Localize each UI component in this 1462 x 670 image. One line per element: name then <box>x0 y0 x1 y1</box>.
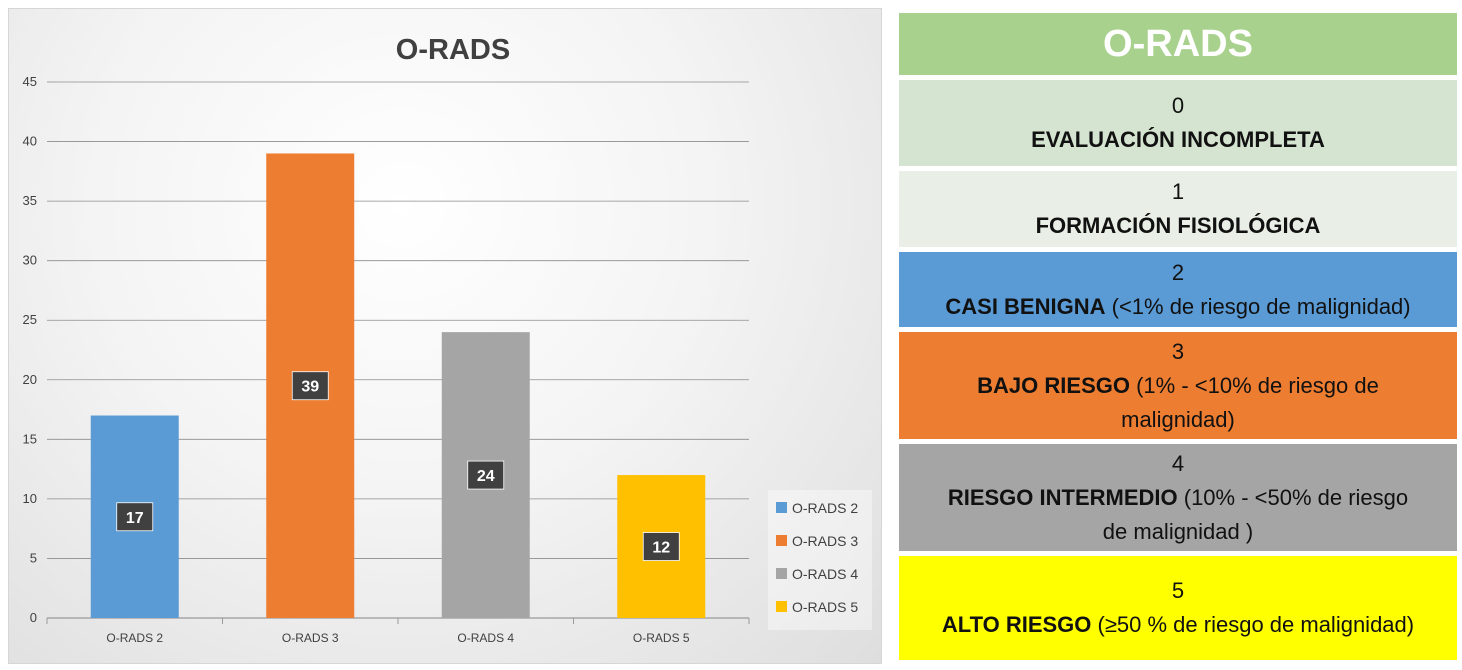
row-risk-detail-continued: de malignidad ) <box>1102 518 1254 544</box>
legend-swatch <box>776 568 787 579</box>
row-risk-detail: (≥50 % de riesgo de malignidad) <box>1091 612 1415 637</box>
x-tick-label: O-RADS 2 <box>106 631 163 645</box>
y-tick-label: 30 <box>23 253 37 268</box>
row-risk-detail-continued: malignidad) <box>1121 406 1235 432</box>
row-category-label: CASI BENIGNA <box>945 293 1106 319</box>
table-rows: 0 EVALUACIÓN INCOMPLETA 1 FORMACIÓN FISIOLÓ… <box>898 79 1458 661</box>
row-description: CASI BENIGNA (<1% de riesgo de malignida… <box>945 290 1410 324</box>
y-tick-label: 5 <box>30 550 37 565</box>
chart-panel: O-RADS 17 39 24 12 0 5 10 15 20 25 30 35 40 45 O-RADS… <box>8 8 882 664</box>
legend-label: O-RADS 5 <box>792 599 858 615</box>
legend: O-RADS 2 O-RADS 3 O-RADS 4 O-RADS 5 <box>768 490 872 630</box>
axes: 0 5 10 15 20 25 30 35 40 45 O-RADS 2 O-RADS 3 O-RADS… <box>23 74 750 645</box>
chart-title: O-RADS <box>396 34 510 66</box>
row-category-label: ALTO RIESGO <box>941 612 1092 637</box>
legend-swatch <box>776 535 787 546</box>
row-number: 4 <box>1171 450 1185 476</box>
y-tick-label: 0 <box>30 610 37 625</box>
table-row: 0 EVALUACIÓN INCOMPLETA <box>898 79 1458 167</box>
legend-label: O-RADS 2 <box>792 500 858 516</box>
table-title: O-RADS <box>898 12 1458 76</box>
legend-swatch <box>776 502 787 513</box>
row-description: ALTO RIESGO (≥50 % de riesgo de malignid… <box>942 608 1414 642</box>
row-category-label: BAJO RIESGO <box>977 372 1130 398</box>
x-tick-label: O-RADS 4 <box>457 631 514 645</box>
y-tick-label: 10 <box>23 491 37 506</box>
table-row: 1 FORMACIÓN FISIOLÓGICA <box>898 170 1458 248</box>
row-description: BAJO RIESGO (1% - <10% de riesgo de <box>977 369 1379 403</box>
legend-swatch <box>776 601 787 612</box>
row-number: 1 <box>1171 179 1185 204</box>
table-row: 3 BAJO RIESGO (1% - <10% de riesgo de mali… <box>898 331 1458 440</box>
data-label-box <box>291 371 329 401</box>
row-risk-detail: (10% - <50% de riesgo <box>1177 484 1409 510</box>
legend-label: O-RADS 3 <box>792 533 858 549</box>
data-label: 17 <box>126 510 144 527</box>
y-tick-label: 20 <box>23 372 37 387</box>
row-description: EVALUACIÓN INCOMPLETA <box>1031 123 1325 157</box>
row-description: FORMACIÓN FISIOLÓGICA <box>1036 209 1321 243</box>
table-row: 5 ALTO RIESGO (≥50 % de riesgo de maligni… <box>898 555 1458 661</box>
row-category-label: RIESGO INTERMEDIO <box>947 484 1178 510</box>
data-label-box <box>642 532 680 561</box>
row-number: 2 <box>1171 259 1185 285</box>
row-number: 0 <box>1171 93 1185 118</box>
data-label: 12 <box>652 540 670 557</box>
y-tick-label: 45 <box>23 74 37 89</box>
data-labels: 17 39 24 12 <box>116 371 680 561</box>
data-label-box <box>116 502 154 532</box>
y-tick-label: 15 <box>23 431 37 446</box>
y-tick-label: 25 <box>23 312 37 327</box>
data-label: 39 <box>301 379 319 396</box>
legend-label: O-RADS 4 <box>792 566 858 582</box>
bars <box>90 153 706 618</box>
row-number: 3 <box>1171 338 1185 364</box>
table-row: 2 CASI BENIGNA (<1% de riesgo de malignid… <box>898 251 1458 328</box>
row-number: 5 <box>1171 578 1185 603</box>
x-tick-label: O-RADS 3 <box>282 631 339 645</box>
row-risk-detail: (<1% de riesgo de malignidad) <box>1105 293 1411 319</box>
data-label-box <box>467 460 505 490</box>
x-tick-label: O-RADS 5 <box>633 631 690 645</box>
row-category-label: FORMACIÓN FISIOLÓGICA <box>1035 213 1321 238</box>
row-risk-detail: (1% - <10% de riesgo de <box>1129 372 1379 398</box>
bar-chart: O-RADS 17 39 24 12 0 5 10 15 20 25 30 35 40 45 O-RADS… <box>23 34 872 645</box>
y-tick-label: 40 <box>23 134 37 149</box>
row-description: RIESGO INTERMEDIO (10% - <50% de riesgo <box>948 481 1408 515</box>
table-row: 4 RIESGO INTERMEDIO (10% - <50% de riesgo… <box>898 443 1458 552</box>
orads-table: O-RADS 0 EVALUACIÓN INCOMPLETA 1 FORMACIÓN … <box>898 12 1458 664</box>
y-tick-label: 35 <box>23 193 37 208</box>
row-category-label: EVALUACIÓN INCOMPLETA <box>1031 127 1325 152</box>
data-label: 24 <box>477 468 495 485</box>
